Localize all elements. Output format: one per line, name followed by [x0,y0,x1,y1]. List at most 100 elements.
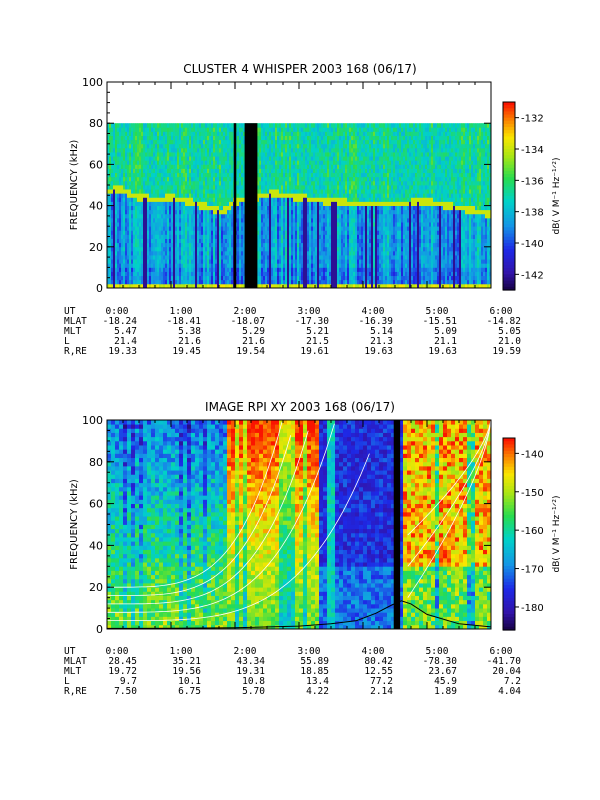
spectrogram-pixel [161,168,164,174]
spectrogram-pixel [151,156,154,161]
spectrogram-pixel [177,255,180,260]
spectrogram-pixel [153,143,156,149]
spectrogram-pixel [157,152,160,157]
spectrogram-pixel [173,271,176,277]
spectrogram-pixel [127,279,130,285]
spectrogram-pixel [131,131,134,136]
spectrogram-pixel [157,250,160,256]
spectrogram-pixel [145,209,148,215]
spectrogram-pixel [133,222,136,227]
spectrogram-pixel [133,193,136,198]
spectrogram-pixel [107,259,110,264]
spectrogram-pixel [113,271,116,277]
spectrogram-pixel [125,230,128,235]
spectrogram-pixel [175,213,178,219]
spectrogram-pixel [165,209,168,215]
spectrogram-pixel [109,201,112,206]
spectrogram-pixel [159,271,162,277]
spectrogram-pixel [161,250,164,256]
spectrogram-pixel [173,217,176,223]
spectrogram-pixel [167,209,170,215]
spectrogram-pixel [149,259,152,264]
spectrogram-pixel [123,189,126,194]
spectrogram-pixel [135,283,138,289]
spectrogram-pixel [161,180,164,186]
spectrogram-pixel [137,176,140,182]
spectrogram-pixel [171,238,174,244]
spectrogram-pixel [155,197,158,202]
spectrogram-pixel [115,250,118,256]
spectrogram-pixel [129,127,132,132]
spectrogram-pixel [119,259,122,264]
spectrogram-pixel [109,242,112,248]
spectrogram-pixel [163,164,166,169]
spectrogram-pixel [143,123,146,128]
spectrogram-pixel [139,168,142,174]
spectrogram-pixel [165,197,168,202]
spectrogram-pixel [175,176,178,182]
spectrogram-pixel [109,123,112,128]
spectrogram-pixel [137,234,140,239]
spectrogram-pixel [151,234,154,239]
spectrogram-pixel [117,185,120,190]
spectrogram-pixel [143,168,146,174]
spectrogram-pixel [131,205,134,211]
spectrogram-pixel [157,160,160,165]
spectrogram-pixel [129,275,132,281]
spectrogram-pixel [165,217,168,223]
spectrogram-pixel [163,250,166,256]
spectrogram-pixel [171,230,174,235]
spectrogram-pixel [113,226,116,231]
spectrogram-pixel [125,127,128,132]
spectrogram-pixel [173,193,176,198]
spectrogram-pixel [145,271,148,277]
spectrogram-pixel [149,189,152,194]
spectrogram-pixel [129,217,132,223]
spectrogram-pixel [159,156,162,161]
spectrogram-pixel [125,234,128,239]
spectrogram-pixel [129,123,132,128]
spectrogram-pixel [157,127,160,132]
spectrogram-pixel [161,189,164,194]
spectrogram-pixel [125,222,128,227]
spectrogram-pixel [141,226,144,231]
spectrogram-pixel [127,147,130,153]
spectrogram-pixel [137,263,140,268]
spectrogram-pixel [121,267,124,272]
spectrogram-pixel [115,152,118,157]
spectrogram-pixel [127,222,130,227]
spectrogram-pixel [167,234,170,239]
spectrogram-pixel [147,259,150,264]
spectrogram-pixel [141,156,144,161]
spectrogram-pixel [141,255,144,260]
spectrogram-pixel [173,222,176,227]
spectrogram-pixel [177,283,180,289]
spectrogram-pixel [169,205,172,211]
spectrogram-pixel [163,238,166,244]
spectrogram-pixel [149,242,152,248]
spectrogram-pixel [109,193,112,198]
spectrogram-pixel [145,189,148,194]
spectrogram-pixel [153,226,156,231]
spectrogram-pixel [161,242,164,248]
spectrogram-pixel [127,160,130,165]
spectrogram-pixel [175,160,178,165]
spectrogram-pixel [115,176,118,182]
spectrogram-pixel [137,180,140,186]
spectrogram-pixel [165,193,168,198]
spectrogram-pixel [107,226,110,231]
spectrogram-pixel [117,222,120,227]
spectrogram-pixel [163,263,166,268]
spectrogram-pixel [111,152,114,157]
spectrogram-pixel [135,160,138,165]
spectrogram-pixel [115,201,118,206]
spectrogram-pixel [165,205,168,211]
spectrogram-pixel [155,279,158,285]
spectrogram-pixel [141,283,144,289]
spectrogram-pixel [141,139,144,145]
spectrogram-pixel [109,180,112,186]
spectrogram-pixel [119,283,122,289]
spectrogram-pixel [163,143,166,149]
spectrogram-pixel [145,279,148,285]
spectrogram-pixel [111,185,114,190]
